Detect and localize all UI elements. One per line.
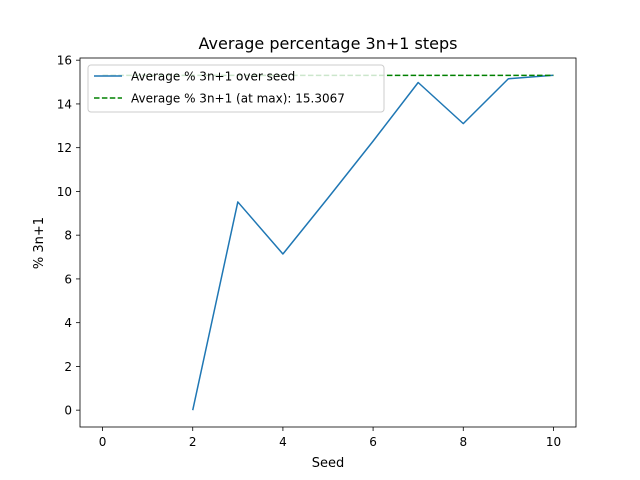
x-tick-label: 6: [369, 435, 377, 449]
x-tick-label: 10: [546, 435, 561, 449]
y-tick-label: 8: [64, 229, 72, 243]
series-line-1: [191, 74, 554, 411]
y-tick-label: 0: [64, 404, 72, 418]
legend-label-1: Average % 3n+1 over seed: [131, 70, 295, 84]
legend-label-2: Average % 3n+1 (at max): 15.3067: [131, 92, 345, 106]
legend: Average % 3n+1 over seed Average % 3n+1 (…: [87, 64, 385, 113]
y-tick-label: 4: [64, 316, 72, 330]
x-tick-label: 2: [189, 435, 197, 449]
x-tick-label: 4: [279, 435, 287, 449]
chart-title: Average percentage 3n+1 steps: [199, 34, 458, 53]
y-tick-label: 16: [57, 54, 72, 68]
y-tick-label: 14: [57, 97, 72, 111]
legend-box: [87, 64, 385, 113]
x-axis-label: Seed: [312, 456, 345, 471]
y-tick-label: 10: [57, 185, 72, 199]
y-tick-label: 6: [64, 272, 72, 286]
x-tick-label: 8: [459, 435, 467, 449]
y-axis-label: % 3n+1: [32, 217, 47, 269]
plot-area: 0 2 4 6 8 10 0 2 4 6 8 10 12 14 16: [57, 54, 577, 449]
x-tick-label: 0: [99, 435, 107, 449]
axes-frame: [79, 57, 577, 428]
y-tick-label: 2: [64, 360, 72, 374]
y-tick-label: 12: [57, 141, 72, 155]
